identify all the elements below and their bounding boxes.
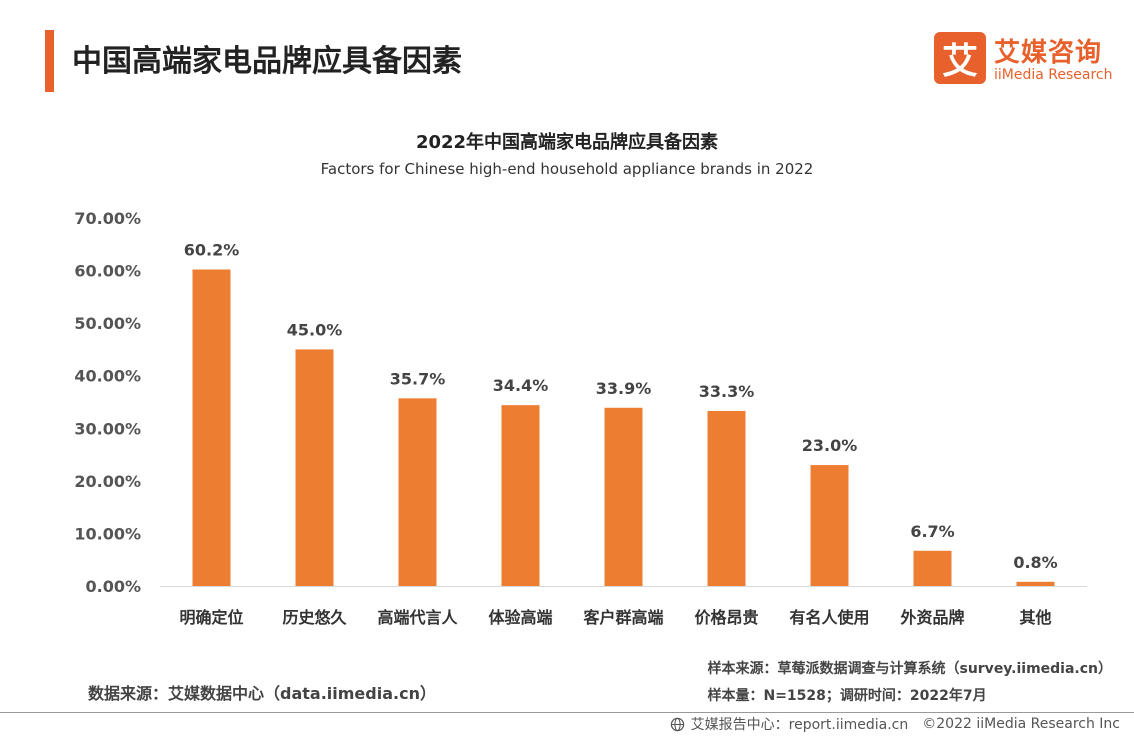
bar — [810, 465, 849, 586]
data-label: 33.3% — [699, 382, 755, 401]
footer-divider — [0, 712, 1134, 713]
y-tick-label: 50.00% — [74, 314, 141, 333]
bar — [192, 269, 231, 586]
bar — [501, 405, 540, 586]
bar — [707, 410, 746, 586]
category-label: 客户群高端 — [583, 608, 663, 627]
bar-chart: 0.00% 10.00% 20.00% 30.00% 40.00% 50.00% 60.00… — [74, 209, 1087, 627]
category-label: 价格昂贵 — [694, 608, 758, 627]
category-label: 体验高端 — [488, 608, 552, 627]
data-label: 35.7% — [390, 369, 446, 388]
sample-source: 样本来源：草莓派数据调查与计算系统（survey.iimedia.cn） — [707, 661, 1112, 677]
title-accent-bar — [45, 30, 54, 92]
data-label: 60.2% — [184, 241, 240, 260]
logo-mark: 艾 — [934, 32, 986, 84]
category-label: 高端代言人 — [377, 608, 458, 627]
category-label: 明确定位 — [179, 608, 243, 627]
copyright: ©2022 iiMedia Research Inc — [922, 716, 1120, 732]
data-label: 6.7% — [910, 522, 954, 541]
sample-size: 样本量：N=1528；调研时间：2022年7月 — [707, 688, 987, 704]
chart-subtitle: Factors for Chinese high-end household a… — [320, 160, 814, 178]
data-label: 45.0% — [287, 320, 343, 339]
chart-title: 2022年中国高端家电品牌应具备因素 — [415, 132, 719, 153]
page-title: 中国高端家电品牌应具备因素 — [72, 44, 462, 79]
category-label: 历史悠久 — [282, 608, 347, 627]
bar — [295, 349, 334, 586]
category-label: 外资品牌 — [899, 608, 964, 627]
y-tick-label: 40.00% — [74, 367, 141, 386]
bar — [604, 407, 643, 586]
y-tick-label: 10.00% — [74, 524, 141, 543]
report-center-link[interactable]: 艾媒报告中心：report.iimedia.cn — [690, 717, 909, 733]
logo-english-name: iiMedia Research — [994, 67, 1113, 83]
sample-info: 样本来源：草莓派数据调查与计算系统（survey.iimedia.cn） 样本量… — [707, 656, 1112, 710]
globe-icon — [670, 717, 684, 731]
bottom-bar: 艾媒报告中心：report.iimedia.cn ©2022 iiMedia R… — [670, 714, 1120, 734]
logo-chinese-name: 艾媒咨询 — [994, 38, 1103, 68]
data-label: 0.8% — [1013, 553, 1057, 572]
data-label: 33.9% — [596, 379, 652, 398]
bar — [398, 398, 437, 586]
y-tick-label: 30.00% — [74, 419, 141, 438]
category-label: 有名人使用 — [789, 608, 869, 627]
bar — [1016, 581, 1055, 586]
y-tick-label: 0.00% — [85, 577, 141, 596]
brand-logo: 艾 艾媒咨询 iiMedia Research — [934, 32, 1114, 87]
y-tick-label: 70.00% — [74, 209, 141, 228]
y-tick-label: 20.00% — [74, 472, 141, 491]
bar — [913, 550, 952, 586]
category-label: 其他 — [1019, 608, 1051, 627]
data-source: 数据来源：艾媒数据中心（data.iimedia.cn） — [88, 684, 436, 703]
data-label: 34.4% — [493, 376, 549, 395]
data-label: 23.0% — [802, 436, 858, 455]
y-tick-label: 60.00% — [74, 262, 141, 281]
